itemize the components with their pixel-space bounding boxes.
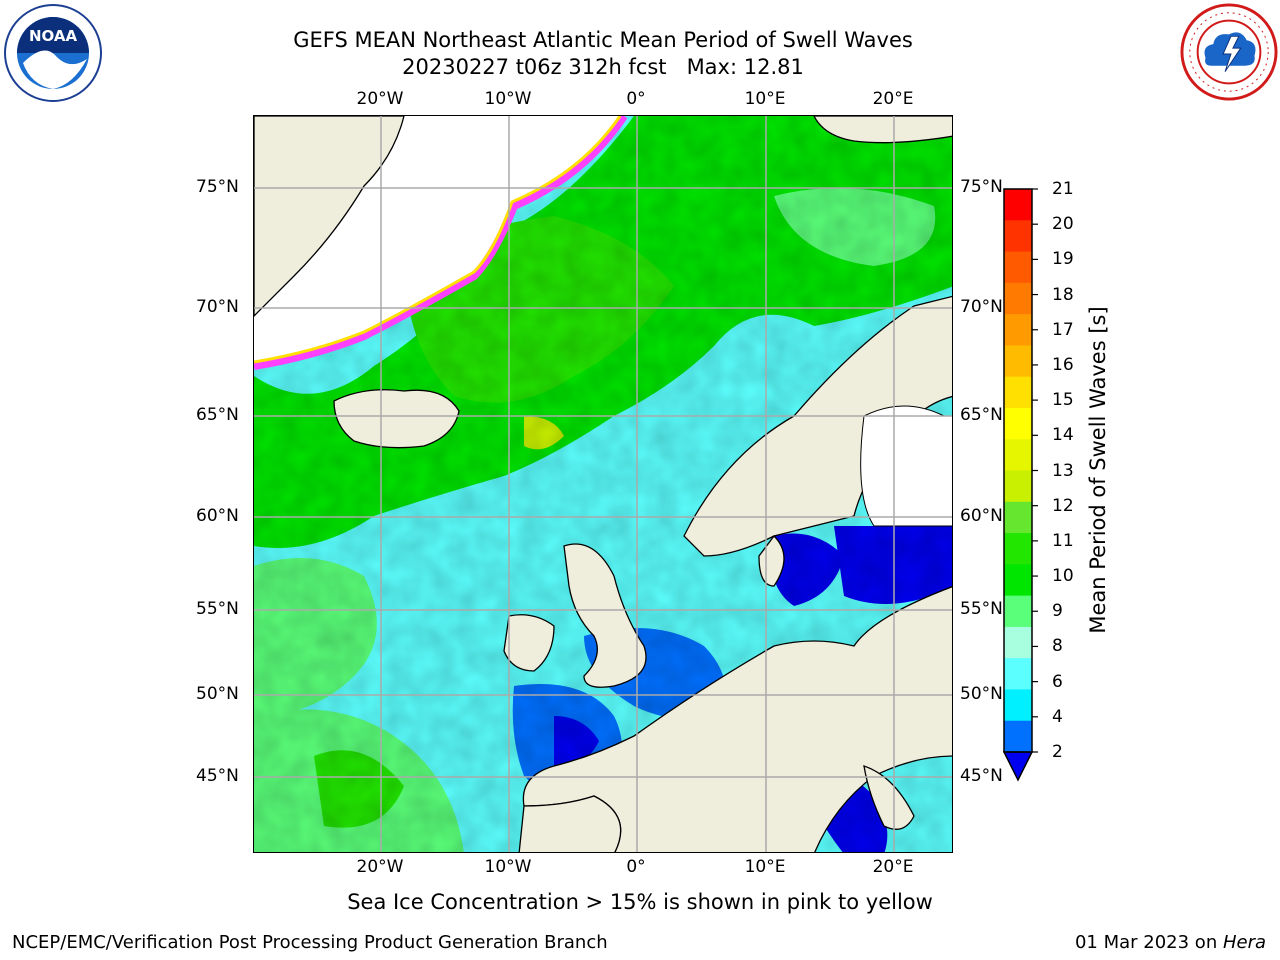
lon-tick-top: 10°W [484,89,532,109]
lon-tick-top: 20°W [356,89,404,109]
colorbar-segment [1004,720,1032,753]
chart-title: GEFS MEAN Northeast Atlantic Mean Period… [293,28,913,52]
colorbar-segment [1004,689,1032,722]
italy [863,765,915,830]
credit-text: NCEP/EMC/Verification Post Processing Pr… [12,932,608,953]
colorbar-tick-label: 14 [1052,425,1074,446]
graticule [254,116,952,852]
gulf-of-bothnia [860,405,952,527]
colorbar-tick-label: 16 [1052,354,1074,375]
chart-subtitle: 20230227 t06z 312h fcst Max: 12.81 [402,55,804,79]
lon-tick-bottom: 20°E [872,857,914,877]
great-britain [563,543,647,688]
sea-ice-edge-inner [254,116,622,364]
colorbar-segment [1004,658,1032,690]
colorbar-tick-label: 12 [1052,495,1074,516]
colorbar-label: Mean Period of Swell Waves [s] [1086,306,1110,634]
colorbar-tick-label: 4 [1052,706,1063,727]
lon-tick-bottom: 20°W [356,857,404,877]
colorbar-tick-label: 20 [1052,214,1074,235]
colorbar-segment [1004,314,1032,346]
iceland [333,389,460,449]
colorbar-tick-label: 15 [1052,390,1074,411]
sea-ice-caption: Sea Ice Concentration > 15% is shown in … [347,890,933,914]
lon-tick-bottom: 10°E [744,857,786,877]
colorbar-tick-label: 13 [1052,460,1074,481]
colorbar-segment [1004,501,1032,534]
colorbar-tick-label: 10 [1052,566,1074,587]
map-svg [254,116,952,852]
colorbar-segment [1004,282,1032,315]
lon-tick-top: 20°E [872,89,914,109]
colorbar-segment [1004,345,1032,378]
colorbar-tick-label: 8 [1052,636,1063,657]
lon-tick-bottom: 10°W [484,857,532,877]
colorbar-segment [1004,407,1032,440]
lon-tick-top: 0° [626,89,646,109]
colorbar-segment [1004,595,1032,628]
host-name: Hera [1222,932,1266,953]
lat-tick-left: 60°N [196,506,239,526]
map-panel [253,115,953,853]
lat-tick-right: 75°N [960,177,1003,197]
generation-date: 01 Mar 2023 on Hera [1075,932,1266,953]
lat-tick-right: 50°N [960,684,1003,704]
svalbard [813,116,952,144]
land [254,116,952,852]
ireland [503,614,555,672]
greenland [254,116,405,317]
colorbar-tick-label: 19 [1052,249,1074,270]
lat-tick-left: 70°N [196,297,239,317]
colorbar-tick-label: 11 [1052,530,1074,551]
lat-tick-left: 75°N [196,177,239,197]
lat-tick-left: 65°N [196,405,239,425]
colorbar [1002,188,1038,782]
date-text: 01 Mar 2023 on [1074,932,1223,953]
colorbar-segment [1004,533,1032,565]
lat-tick-right: 55°N [960,599,1003,619]
lat-tick-right: 60°N [960,506,1003,526]
colorbar-tick-label: 18 [1052,284,1074,305]
colorbar-extend-arrow [1002,751,1034,782]
lat-tick-right: 65°N [960,405,1003,425]
lat-tick-left: 45°N [196,766,239,786]
colorbar-segment [1004,564,1032,597]
colorbar-segment [1004,439,1032,471]
colorbar-segment [1004,251,1032,284]
lon-tick-bottom: 0° [626,857,646,877]
lat-tick-right: 45°N [960,766,1003,786]
sea-ice-edge [254,116,628,370]
iberia [518,795,622,852]
colorbar-segment [1004,626,1032,659]
colorbar-segment [1004,220,1032,253]
colorbar-segment [1004,470,1032,503]
colorbar-tick-label: 2 [1052,742,1063,762]
lon-tick-top: 10°E [744,89,786,109]
lat-tick-left: 55°N [196,599,239,619]
svg-text:NOAA: NOAA [29,27,78,45]
lat-tick-right: 70°N [960,297,1003,317]
colorbar-tick-label: 17 [1052,319,1074,340]
colorbar-segment [1004,189,1032,221]
lat-tick-left: 50°N [196,684,239,704]
noaa-logo: NOAA [3,3,103,107]
colorbar-tick-label: 21 [1052,179,1074,199]
colorbar-tick-label: 6 [1052,671,1063,692]
nws-logo [1180,3,1278,105]
colorbar-segment [1004,376,1032,409]
continental-europe [522,586,952,852]
colorbar-tick-label: 9 [1052,601,1063,622]
